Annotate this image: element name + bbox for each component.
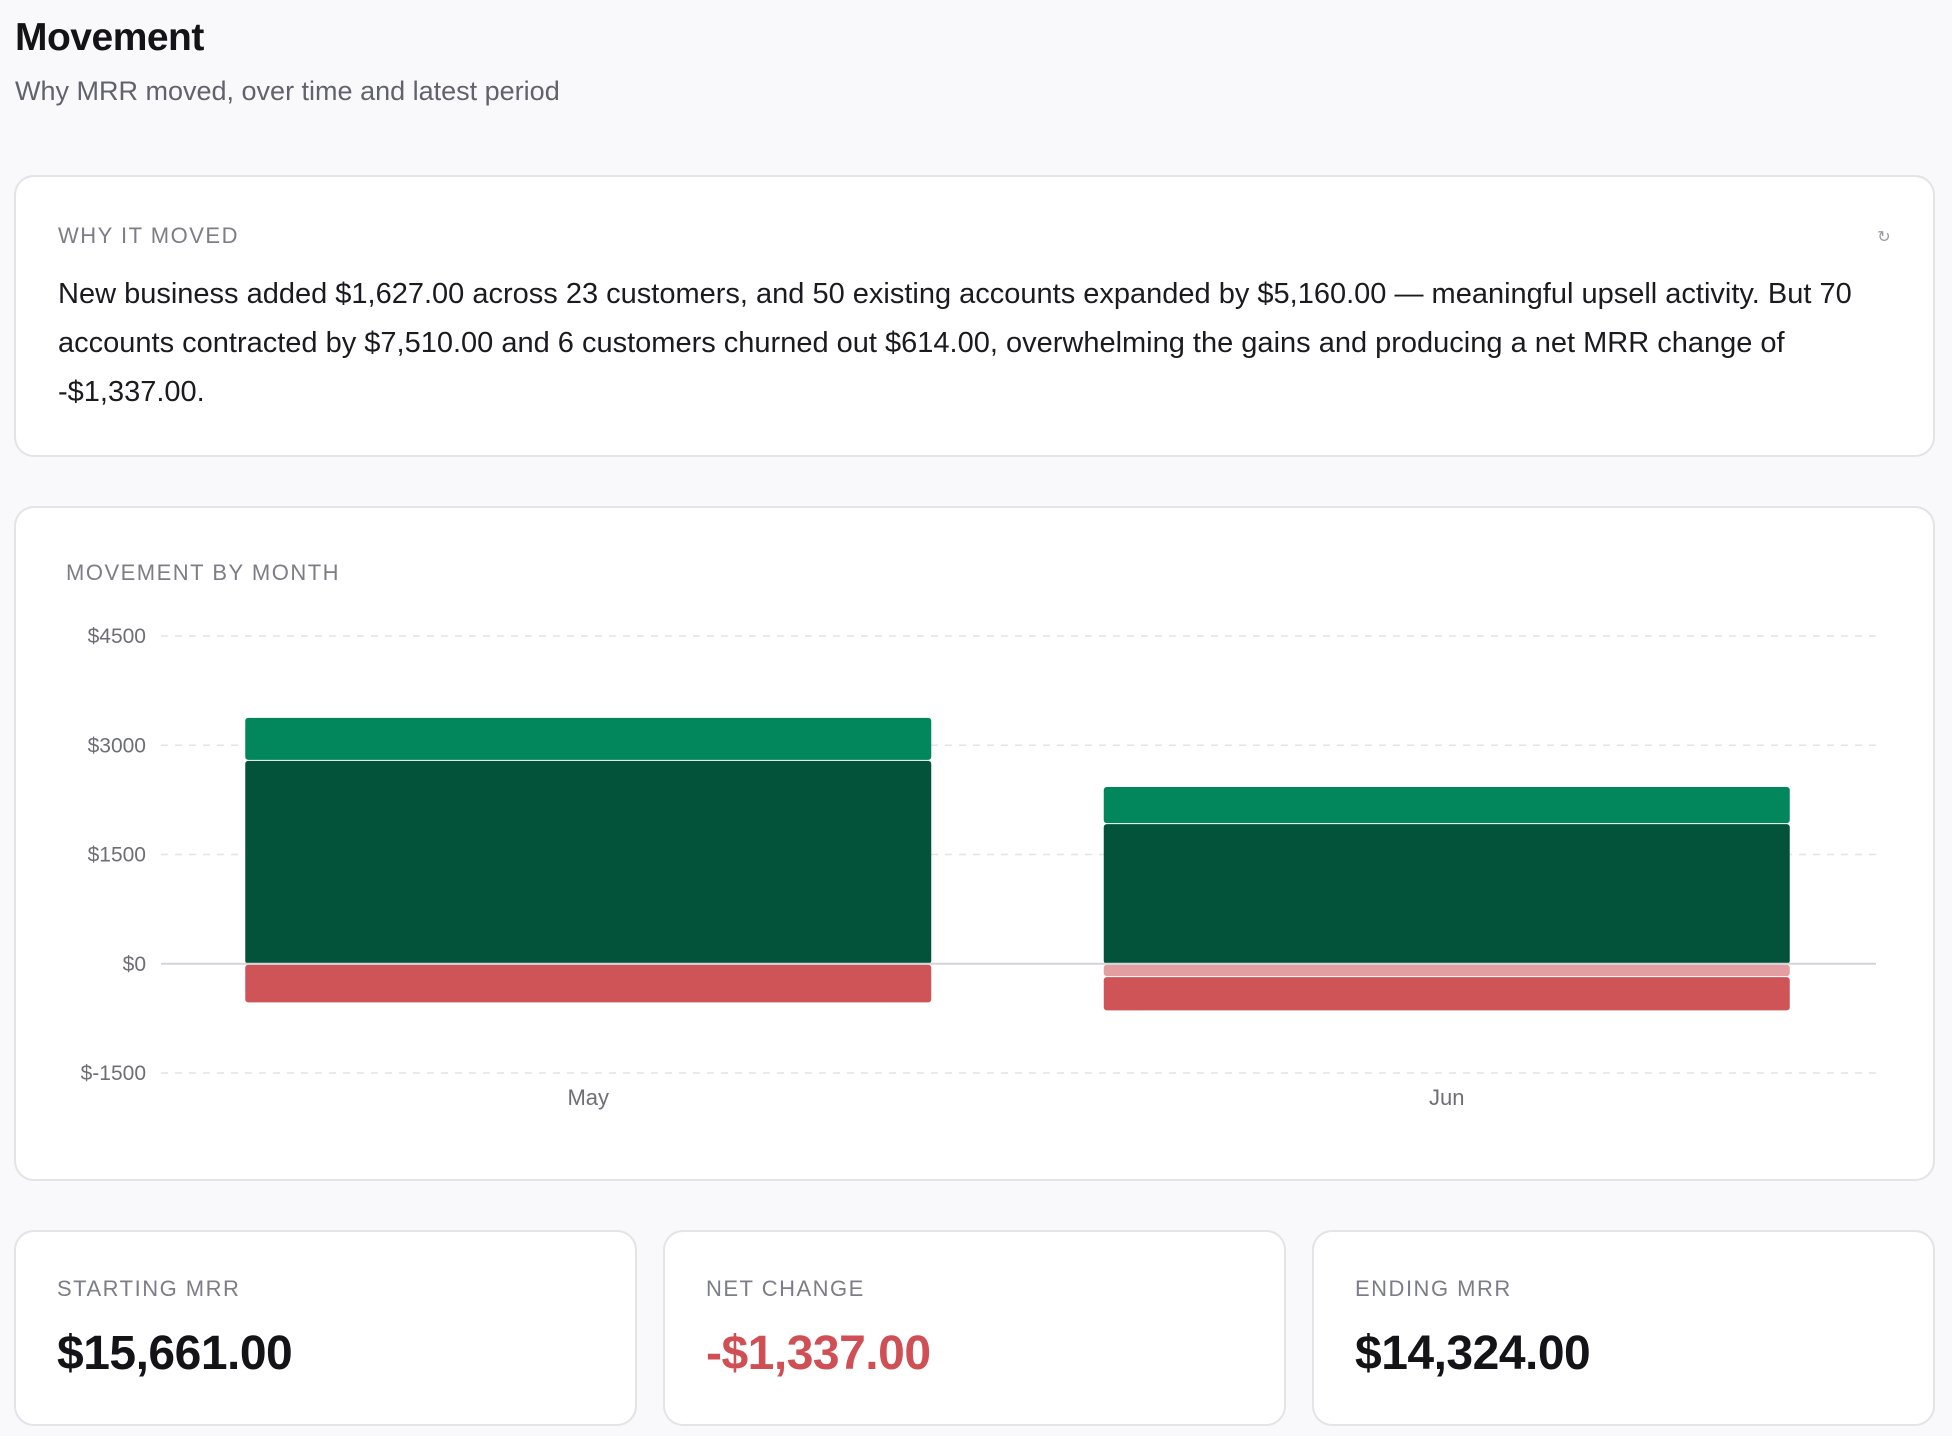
bar-segment — [1103, 787, 1790, 824]
bar-segment — [245, 717, 932, 760]
kpi-label: ENDING MRR — [1355, 1276, 1512, 1301]
movement-by-month-card: MOVEMENT BY MONTH $4500 $3000 $1500 $0 $-150… — [14, 506, 1935, 1181]
why-it-moved-summary: New business added $1,627.00 across 23 c… — [58, 278, 1852, 408]
bars — [245, 717, 1790, 1011]
x-tick-label: Jun — [1429, 1085, 1464, 1110]
refresh-icon[interactable]: ↻ — [1877, 229, 1891, 246]
bar-segment — [1103, 824, 1790, 964]
bar-segment — [1103, 977, 1790, 1011]
x-tick-label: May — [567, 1085, 609, 1110]
kpi-label: NET CHANGE — [706, 1276, 865, 1301]
kpi-card-starting-mrr: STARTING MRR $15,661.00 — [14, 1230, 637, 1426]
kpi-value: -$1,337.00 — [706, 1327, 931, 1380]
page-subtitle: Why MRR moved, over time and latest peri… — [15, 76, 560, 106]
y-tick-label: $-1500 — [81, 1062, 146, 1085]
y-tick-label: $4500 — [88, 625, 146, 648]
bar-segment — [245, 760, 932, 964]
kpi-card-ending-mrr: ENDING MRR $14,324.00 — [1312, 1230, 1935, 1426]
y-tick-label: $1500 — [88, 844, 146, 867]
bar-segment — [1103, 964, 1790, 977]
page-title: Movement — [15, 16, 204, 59]
kpi-card-net-change: NET CHANGE -$1,337.00 — [663, 1230, 1286, 1426]
kpi-label: STARTING MRR — [57, 1276, 241, 1301]
x-axis-labels: May Jun — [567, 1085, 1464, 1110]
y-tick-label: $0 — [123, 953, 146, 976]
y-tick-label: $3000 — [88, 734, 146, 757]
bar-segment — [245, 964, 932, 1003]
kpi-value: $14,324.00 — [1355, 1327, 1591, 1380]
y-axis-ticks: $4500 $3000 $1500 $0 $-1500 — [81, 625, 146, 1085]
chart-label: MOVEMENT BY MONTH — [66, 560, 341, 585]
why-it-moved-card: WHY IT MOVED ↻ New business added $1,627… — [14, 175, 1935, 457]
movement-chart: $4500 $3000 $1500 $0 $-1500 May Jun — [81, 625, 1876, 1110]
why-it-moved-label: WHY IT MOVED — [58, 223, 239, 248]
kpi-value: $15,661.00 — [57, 1327, 293, 1380]
